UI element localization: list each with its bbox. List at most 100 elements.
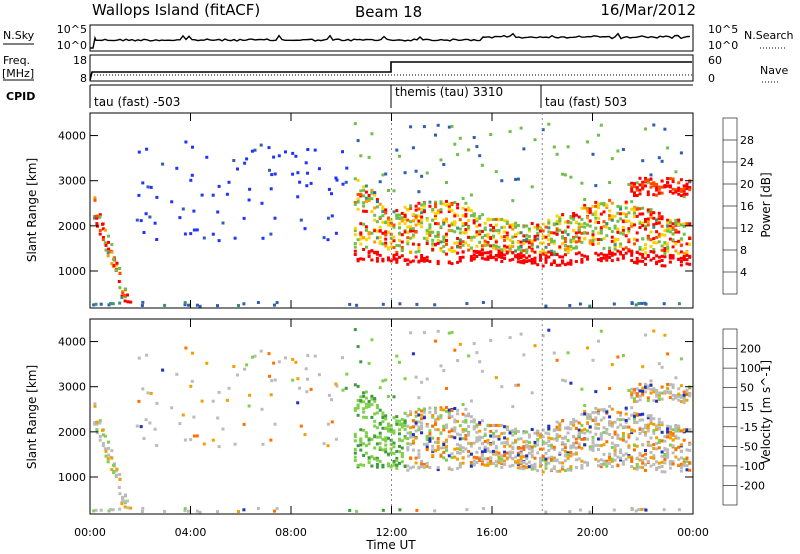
power-cell: [353, 245, 357, 249]
power-cell: [569, 248, 573, 252]
power-cell: [583, 254, 587, 258]
power-cell: [439, 208, 443, 212]
velocity-cell: [633, 448, 636, 452]
power-cell: [688, 242, 692, 246]
velocity-cell: [530, 450, 534, 454]
power-cell: [630, 207, 634, 211]
power-cell: [594, 237, 598, 241]
velocity-cell: [527, 447, 531, 451]
power-cell: [552, 253, 556, 257]
power-cell: [552, 145, 556, 149]
velocity-cell: [671, 438, 675, 442]
power-cell: [335, 178, 339, 182]
velocity-cell: [610, 441, 614, 445]
power-cell: [309, 181, 313, 185]
power-cell: [184, 140, 188, 144]
power-cell: [436, 241, 440, 245]
power-cell: [114, 268, 118, 272]
velocity-cell: [516, 453, 520, 457]
power-cell: [367, 250, 371, 254]
velocity-cell: [533, 440, 537, 444]
velocity-cell: [362, 407, 366, 411]
power-cell: [679, 188, 683, 191]
velocity-cell: [635, 387, 639, 391]
power-cell: [425, 228, 429, 232]
power-cell: [616, 211, 620, 215]
velocity-cell: [641, 392, 645, 396]
power-cell: [370, 197, 374, 201]
velocity-cell: [398, 461, 401, 465]
power-cell: [525, 233, 529, 237]
power-cell: [486, 251, 490, 255]
velocity-cell: [533, 465, 537, 469]
velocity-cell: [574, 426, 578, 430]
velocity-cell: [599, 432, 603, 436]
power-cell: [574, 252, 578, 256]
velocity-cell: [536, 429, 540, 433]
velocity-cell: [635, 456, 639, 460]
power-cell: [392, 239, 396, 243]
power-cell: [456, 202, 460, 206]
power-cell: [610, 251, 614, 255]
power-cell: [373, 240, 377, 244]
velocity-cell: [594, 419, 598, 422]
velocity-cell: [561, 448, 565, 452]
velocity-cell: [657, 461, 661, 465]
power-cell: [505, 221, 509, 224]
velocity-cell: [362, 428, 366, 432]
velocity-cell: [378, 435, 382, 439]
power-cell: [486, 241, 490, 245]
power-cell: [497, 249, 501, 253]
velocity-cell: [624, 420, 628, 424]
power-cell: [610, 157, 614, 161]
power-cell: [489, 256, 493, 260]
power-cell: [494, 257, 498, 261]
velocity-cell: [445, 423, 448, 427]
power-cell: [356, 257, 360, 261]
power-cell: [216, 304, 219, 308]
power-cell: [422, 210, 426, 214]
velocity-cell: [577, 434, 581, 438]
velocity-cell: [561, 461, 565, 465]
velocity-cell: [547, 456, 551, 460]
velocity-cell: [685, 464, 689, 468]
power-cell: [633, 182, 636, 186]
power-cell: [685, 242, 689, 246]
velocity-cell: [541, 435, 545, 439]
power-cell: [637, 302, 641, 305]
velocity-cell: [395, 449, 399, 453]
power-cell: [439, 240, 443, 244]
power-cell: [95, 216, 99, 220]
power-cell: [392, 210, 396, 214]
power-cell: [118, 272, 122, 275]
velocity-cell: [635, 444, 639, 448]
velocity-cell: [406, 464, 410, 468]
power-cell: [494, 223, 498, 227]
velocity-cell: [356, 444, 360, 448]
power-cell: [522, 234, 526, 238]
velocity-cell: [599, 437, 603, 441]
power-cell: [668, 221, 672, 224]
velocity-cell: [541, 447, 545, 451]
power-cell: [666, 226, 670, 230]
power-cell: [522, 259, 526, 263]
velocity-cell: [489, 424, 493, 428]
power-cell: [461, 214, 465, 218]
power-cell: [530, 261, 534, 265]
velocity-cell: [409, 435, 413, 439]
velocity-cell: [588, 510, 592, 514]
velocity-cell: [566, 431, 570, 435]
velocity-cell: [671, 462, 675, 466]
velocity-cell: [666, 386, 670, 390]
velocity-cell: [597, 339, 600, 343]
velocity-cell: [539, 435, 542, 439]
power-cell: [561, 259, 565, 263]
velocity-cell: [679, 429, 683, 433]
velocity-cell: [467, 450, 471, 453]
velocity-cell: [682, 401, 686, 405]
velocity-cell: [464, 414, 468, 418]
velocity-cell: [373, 412, 377, 416]
power-cell: [511, 241, 515, 245]
power-cell: [668, 184, 672, 188]
velocity-cell: [641, 465, 645, 469]
